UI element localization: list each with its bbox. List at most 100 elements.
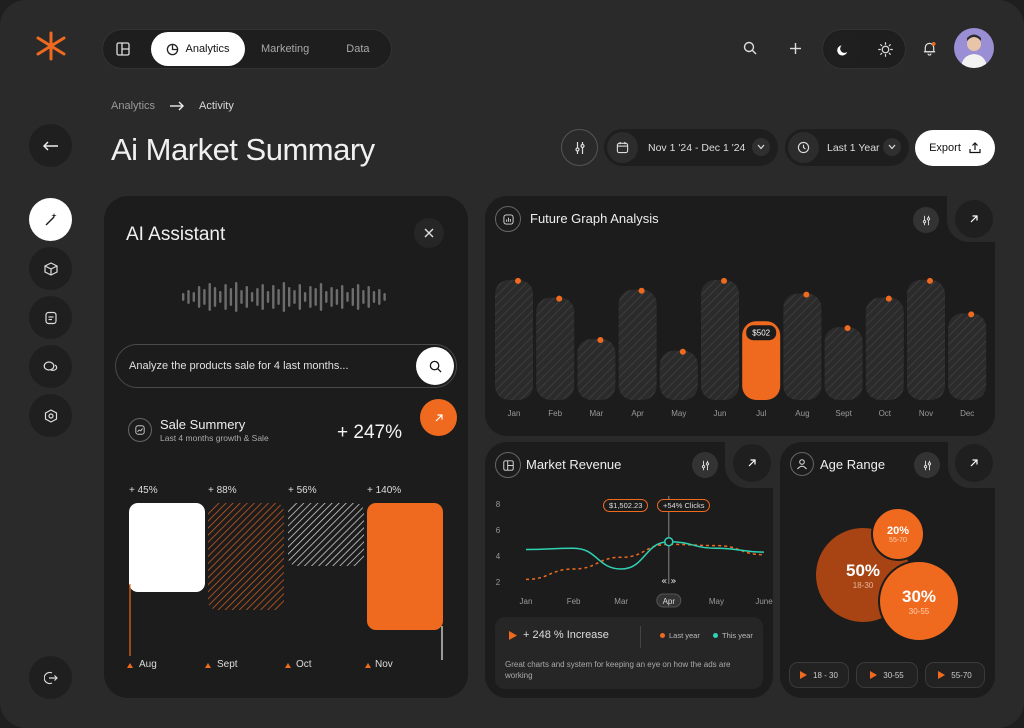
wave-bar <box>356 284 360 310</box>
expand-arrow-button[interactable] <box>955 200 993 238</box>
summary-title: Sale Summery <box>160 417 246 432</box>
scrub-arrows-icon[interactable]: « » <box>661 576 676 587</box>
filter-icon[interactable] <box>692 452 718 478</box>
filter-button[interactable] <box>561 129 598 166</box>
page-title: Ai Market Summary <box>111 132 375 167</box>
sidebar-item-ai[interactable] <box>29 198 72 241</box>
future-bar-apr[interactable] <box>618 289 657 400</box>
close-icon[interactable] <box>414 218 444 248</box>
search-icon <box>429 360 442 373</box>
sidebar-item-box[interactable] <box>29 247 72 290</box>
revenue-month-selected[interactable] <box>656 593 682 608</box>
future-bar-marker <box>515 277 521 284</box>
filter-icon[interactable] <box>914 452 940 478</box>
user-icon <box>790 452 814 476</box>
tab-data[interactable]: Data <box>346 43 370 55</box>
chart-icon <box>495 206 521 232</box>
breadcrumb-root[interactable]: Analytics <box>111 100 156 112</box>
wave-bar <box>229 288 233 306</box>
revenue-xtick: Feb <box>567 597 581 606</box>
wave-bar <box>309 286 312 308</box>
future-bar-dec[interactable] <box>948 313 987 400</box>
filter-18-30[interactable]: 18 - 30 <box>789 662 849 688</box>
sidebar-item-settings[interactable] <box>29 394 72 437</box>
period-select[interactable]: Last 1 Year <box>785 129 909 166</box>
filter-55-70[interactable]: 55-70 <box>925 662 985 688</box>
bell-icon[interactable] <box>911 30 947 66</box>
wave-bar <box>383 293 386 301</box>
bar-label-nov: + 140% <box>367 485 402 496</box>
tab-marketing[interactable]: Marketing <box>261 43 310 55</box>
wave-bar <box>187 290 190 304</box>
avatar[interactable] <box>954 28 994 68</box>
upload-icon <box>969 142 981 154</box>
wave-bar <box>288 287 291 307</box>
summary-subtitle: Last 4 months growth & Sale <box>160 433 269 443</box>
bar-sept <box>208 503 284 610</box>
expand-arrow-button[interactable] <box>420 399 457 436</box>
filter-icon <box>574 141 585 154</box>
arrow-right-icon <box>170 101 185 111</box>
revenue-ytick: 8 <box>496 500 501 509</box>
tab-analytics[interactable]: Analytics <box>151 32 245 66</box>
wave-bar <box>240 290 243 304</box>
arrow-up-right-icon <box>748 459 756 467</box>
arrow-up-right-icon <box>970 215 978 223</box>
clock-icon <box>788 132 819 163</box>
future-bar-oct[interactable] <box>865 297 904 400</box>
logout-button[interactable] <box>29 656 72 699</box>
wave-bar <box>235 282 238 312</box>
future-xtick: Jun <box>714 409 727 418</box>
expand-arrow-button[interactable] <box>955 444 993 482</box>
theme-toggle[interactable] <box>822 29 906 69</box>
logout-icon <box>43 671 58 684</box>
future-bar-may[interactable] <box>659 350 698 400</box>
top-nav: Analytics Marketing Data <box>102 29 392 69</box>
date-range-picker[interactable]: Nov 1 '24 - Dec 1 '24 <box>604 129 778 166</box>
sun-icon[interactable] <box>867 31 903 67</box>
wave-bar <box>314 288 317 306</box>
search-submit-button[interactable] <box>416 347 454 385</box>
future-bar-sept[interactable] <box>824 327 863 400</box>
future-bar-marker <box>556 295 563 302</box>
legend-this-year: This year <box>713 631 753 640</box>
play-icon <box>870 671 878 679</box>
plus-icon[interactable] <box>777 30 813 66</box>
age-title: Age Range <box>820 457 886 472</box>
future-bar-jul[interactable] <box>742 321 781 400</box>
future-bar-feb[interactable] <box>536 297 575 400</box>
play-icon <box>938 671 946 679</box>
future-bar-marker <box>927 277 933 284</box>
moon-icon[interactable] <box>825 31 861 67</box>
back-button[interactable] <box>29 124 72 167</box>
revenue-line-last-year <box>525 543 765 581</box>
wave-bar <box>182 293 185 301</box>
layout-icon[interactable] <box>105 31 141 67</box>
expand-arrow-button[interactable] <box>733 444 771 482</box>
voice-waveform <box>182 278 392 316</box>
highlight-tag <box>746 325 777 341</box>
export-button[interactable]: Export <box>915 130 995 166</box>
future-xtick: Sept <box>835 409 852 418</box>
future-xtick: Feb <box>548 409 562 418</box>
wave-bar <box>341 285 344 309</box>
future-bar-jun[interactable] <box>701 279 739 400</box>
future-bar-mar[interactable] <box>577 338 616 400</box>
filter-icon[interactable] <box>913 207 939 233</box>
bar-aug <box>129 503 205 592</box>
prompt-input[interactable]: Analyze the products sale for 4 last mon… <box>115 344 457 388</box>
future-bar-nov[interactable] <box>907 279 945 400</box>
future-bar-marker <box>721 277 727 284</box>
sidebar-item-chat[interactable] <box>29 345 72 388</box>
wave-bar <box>224 284 227 310</box>
revenue-xtick: May <box>709 597 724 606</box>
filter-30-55[interactable]: 30-55 <box>856 662 918 688</box>
search-icon[interactable] <box>732 30 768 66</box>
future-bar-jan[interactable] <box>495 279 533 400</box>
wave-bar <box>293 290 296 304</box>
trend-icon <box>128 418 152 442</box>
future-bar-aug[interactable] <box>783 293 822 400</box>
sidebar-item-docs[interactable] <box>29 296 72 339</box>
wave-bar <box>372 291 376 303</box>
